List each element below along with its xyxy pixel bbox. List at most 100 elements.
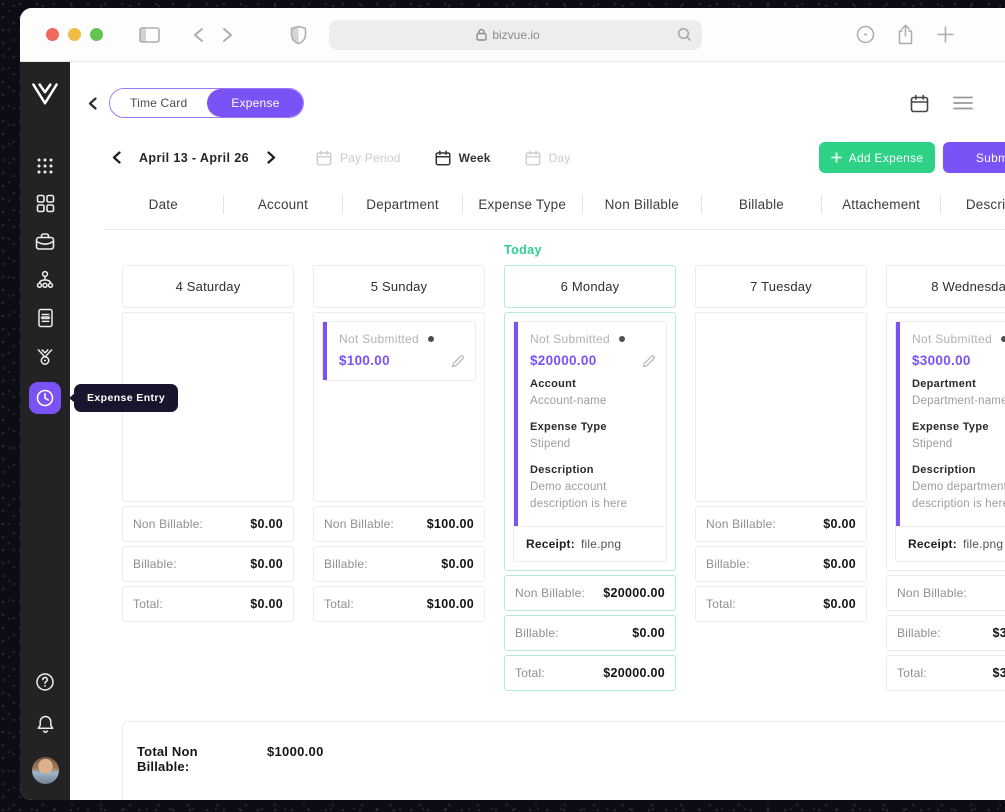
add-expense-button[interactable]: Add Expense	[819, 142, 935, 173]
calendar-icon	[435, 150, 451, 166]
receipt-row[interactable]: Receipt: file.png	[514, 526, 666, 561]
expense-page: Time Card Expense April	[70, 62, 1005, 800]
org-chart-icon[interactable]	[35, 270, 55, 289]
privacy-shield-icon[interactable]	[290, 25, 307, 45]
day-billable-row: Billable: $0.00	[313, 546, 485, 582]
day-non-billable-row: Non Billable: $100.00	[313, 506, 485, 542]
header-description: Description	[965, 197, 1005, 212]
reader-target-icon[interactable]	[856, 25, 875, 44]
calendar-icon	[316, 150, 332, 166]
day-billable-row: Billable: $0.00	[504, 615, 676, 652]
edit-pencil-icon[interactable]	[642, 354, 656, 368]
bell-icon[interactable]	[36, 714, 55, 735]
timecard-expense-toggle: Time Card Expense	[109, 88, 305, 118]
bizvue-logo-icon	[29, 80, 61, 107]
header-date: Date	[104, 195, 224, 214]
day-billable-row: Billable: $0.00	[122, 546, 294, 582]
browser-toolbar: bizvue.io	[20, 8, 1005, 62]
view-pay-period-button[interactable]: Pay Period	[316, 150, 401, 166]
window-controls	[46, 28, 103, 41]
time-card-tab[interactable]: Time Card	[110, 89, 208, 117]
clock-icon	[35, 388, 55, 408]
new-tab-plus-icon[interactable]	[936, 25, 955, 44]
dashboard-icon[interactable]	[36, 194, 55, 213]
status-dot	[427, 336, 434, 342]
help-icon[interactable]	[35, 672, 55, 692]
address-bar[interactable]: bizvue.io	[329, 19, 702, 50]
status-dot	[618, 336, 625, 342]
expense-card[interactable]: Not Submitted $20000.00 Account Account-n…	[513, 321, 667, 563]
day-header: 4 Saturday	[122, 265, 294, 308]
day-non-billable-row: Non Billable:$0.00	[886, 575, 1005, 612]
prev-period-chevron-icon[interactable]	[112, 151, 121, 164]
header-department: Department	[343, 195, 463, 214]
expense-entry-tooltip: Expense Entry	[68, 384, 179, 412]
summary-non-billable-row: Total Non Billable: $1000.00	[137, 744, 324, 775]
day-total-row: Total:$3000.00	[886, 655, 1005, 692]
summary-billable-row: Total Billable: $3000.00	[137, 799, 1005, 800]
day-header: 8 Wednesday	[886, 265, 1005, 308]
apps-grid-icon[interactable]	[36, 157, 54, 175]
day-non-billable-row: Non Billable:$0.00	[122, 506, 294, 542]
next-period-chevron-icon[interactable]	[267, 151, 276, 164]
day-non-billable-row: Non Billable: $20000.00	[504, 575, 676, 612]
page-back-chevron-icon[interactable]	[88, 96, 97, 110]
week-columns: 4 Saturday Non Billable: $0.00 Billable: $…	[122, 265, 1005, 692]
expense-card[interactable]: Not Submitted $100.00	[322, 321, 476, 381]
day-body[interactable]: Not Submitted $100.00	[313, 312, 485, 502]
share-icon[interactable]	[896, 24, 915, 45]
day-column-saturday: 4 Saturday Non Billable: $0.00 Billable: $…	[122, 265, 294, 622]
browser-window: bizvue.io	[20, 8, 1005, 800]
header-non-billable: Non Billable	[583, 195, 703, 214]
document-icon[interactable]	[37, 308, 54, 328]
day-total-row: Total: $0.00	[695, 586, 867, 622]
expense-table-header: Date Account Department Expense Type Non…	[104, 195, 1005, 214]
expense-entry-nav-item[interactable]: Expense Entry	[29, 382, 179, 414]
week-summary-panel: Total Non Billable: $1000.00 Total Billa…	[122, 721, 1005, 800]
lock-icon	[476, 28, 488, 41]
day-header: 5 Sunday	[313, 265, 485, 308]
menu-icon[interactable]	[953, 96, 973, 110]
day-total-row: Total: $0.00	[122, 586, 294, 622]
day-total-row: Total: $100.00	[313, 586, 485, 622]
briefcase-icon[interactable]	[35, 232, 55, 251]
minimize-window-button[interactable]	[68, 28, 81, 41]
today-label: Today	[504, 243, 542, 257]
browser-sidebar-toggle-icon[interactable]	[139, 26, 160, 43]
view-week-button[interactable]: Week	[435, 150, 491, 166]
receipt-row[interactable]: Receipt: file.png	[896, 526, 1005, 561]
day-header: 6 Monday	[504, 265, 676, 308]
browser-back-icon[interactable]	[192, 27, 204, 43]
header-account: Account	[224, 195, 344, 214]
submit-all-button[interactable]: Submit All	[943, 142, 1005, 173]
day-body[interactable]: Not Submitted $3000.00 Department Departm…	[886, 312, 1005, 572]
user-avatar[interactable]	[31, 757, 59, 784]
day-column-tuesday: 7 Tuesday Non Billable: $0.00 Billable: $0…	[695, 265, 867, 622]
zoom-window-button[interactable]	[90, 28, 103, 41]
day-billable-row: Billable:$3000.00	[886, 615, 1005, 652]
status-dot	[1000, 336, 1005, 342]
day-header: 7 Tuesday	[695, 265, 867, 308]
expense-card[interactable]: Not Submitted $3000.00 Department Departm…	[895, 321, 1005, 563]
search-icon[interactable]	[677, 27, 692, 42]
edit-pencil-icon[interactable]	[451, 354, 465, 368]
header-expense-type: Expense Type	[463, 195, 583, 214]
app-sidebar: Expense Entry	[20, 62, 179, 800]
view-day-button[interactable]: Day	[525, 150, 571, 166]
day-body[interactable]: Not Submitted $20000.00 Account Account-n…	[504, 312, 676, 572]
medal-icon[interactable]	[35, 347, 55, 367]
url-text: bizvue.io	[492, 27, 540, 42]
calendar-icon[interactable]	[910, 94, 929, 113]
date-range-label: April 13 - April 26	[139, 150, 249, 165]
calendar-icon	[525, 150, 541, 166]
day-non-billable-row: Non Billable:$0.00	[695, 506, 867, 542]
expense-tab[interactable]: Expense	[207, 89, 304, 117]
day-column-wednesday: 8 Wednesday Not Submitted $3000.00	[886, 265, 1005, 692]
header-attachement: Attachement	[822, 195, 942, 214]
browser-forward-icon[interactable]	[222, 27, 234, 43]
day-body[interactable]	[695, 312, 867, 502]
close-window-button[interactable]	[46, 28, 59, 41]
day-column-monday-today: 6 Monday Not Submitted $20000.00	[504, 265, 676, 692]
day-total-row: Total: $20000.00	[504, 655, 676, 692]
day-column-sunday: 5 Sunday Not Submitted $100.00	[313, 265, 485, 622]
